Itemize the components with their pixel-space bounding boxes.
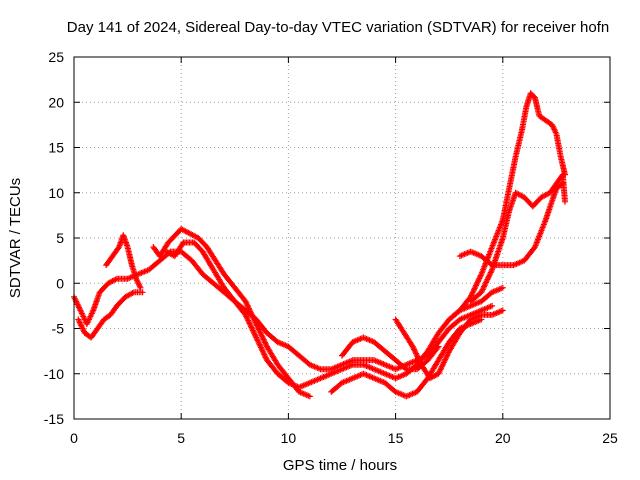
data-point: [561, 198, 568, 205]
data-point: [412, 349, 419, 356]
series-track-e: [163, 239, 496, 373]
x-tick-label: 15: [388, 430, 404, 446]
y-tick-label: 5: [56, 230, 64, 246]
data-point: [409, 343, 416, 350]
y-tick-label: -5: [52, 321, 65, 337]
y-tick-label: 25: [48, 49, 64, 65]
y-tick-label: -15: [44, 411, 64, 427]
data-point: [413, 350, 420, 357]
x-tick-label: 5: [177, 430, 185, 446]
data-point: [410, 344, 417, 351]
data-point: [489, 302, 496, 309]
data-point: [413, 351, 420, 358]
x-tick-label: 20: [495, 430, 511, 446]
x-tick-label: 10: [281, 430, 297, 446]
data-point: [499, 284, 506, 291]
data-point: [435, 343, 442, 350]
series-track-h: [392, 307, 506, 382]
data-point: [411, 346, 418, 353]
data-point: [415, 356, 422, 363]
x-tick-label: 25: [602, 430, 618, 446]
data-points: [71, 90, 568, 400]
series-track-c: [103, 232, 144, 291]
data-point: [139, 289, 146, 296]
series-track-b: [75, 289, 146, 341]
y-tick-label: 10: [48, 185, 64, 201]
data-point: [416, 357, 423, 364]
series-track-j: [446, 90, 568, 323]
y-tick-label: -10: [44, 366, 64, 382]
series-track-k: [467, 171, 568, 305]
data-point: [415, 354, 422, 361]
data-point: [402, 365, 409, 372]
y-tick-label: 15: [48, 140, 64, 156]
data-point: [417, 358, 424, 365]
data-point: [434, 344, 441, 351]
data-point: [499, 307, 506, 314]
axis-ticks: 0 5 10 15 20 25 -15 -10 -5 0 5 10 15 20 25: [44, 49, 618, 446]
chart-title: Day 141 of 2024, Sidereal Day-to-day VTE…: [67, 19, 609, 36]
y-tick-label: 0: [56, 275, 64, 291]
data-point: [306, 393, 313, 400]
data-point: [137, 284, 144, 291]
x-tick-label: 0: [70, 430, 78, 446]
y-tick-label: 20: [48, 94, 64, 110]
data-point: [414, 353, 421, 360]
y-axis-label: SDTVAR / TECUs: [7, 178, 24, 298]
series-track-g: [339, 334, 442, 373]
x-axis-label: GPS time / hours: [283, 457, 397, 474]
data-point: [411, 347, 418, 354]
